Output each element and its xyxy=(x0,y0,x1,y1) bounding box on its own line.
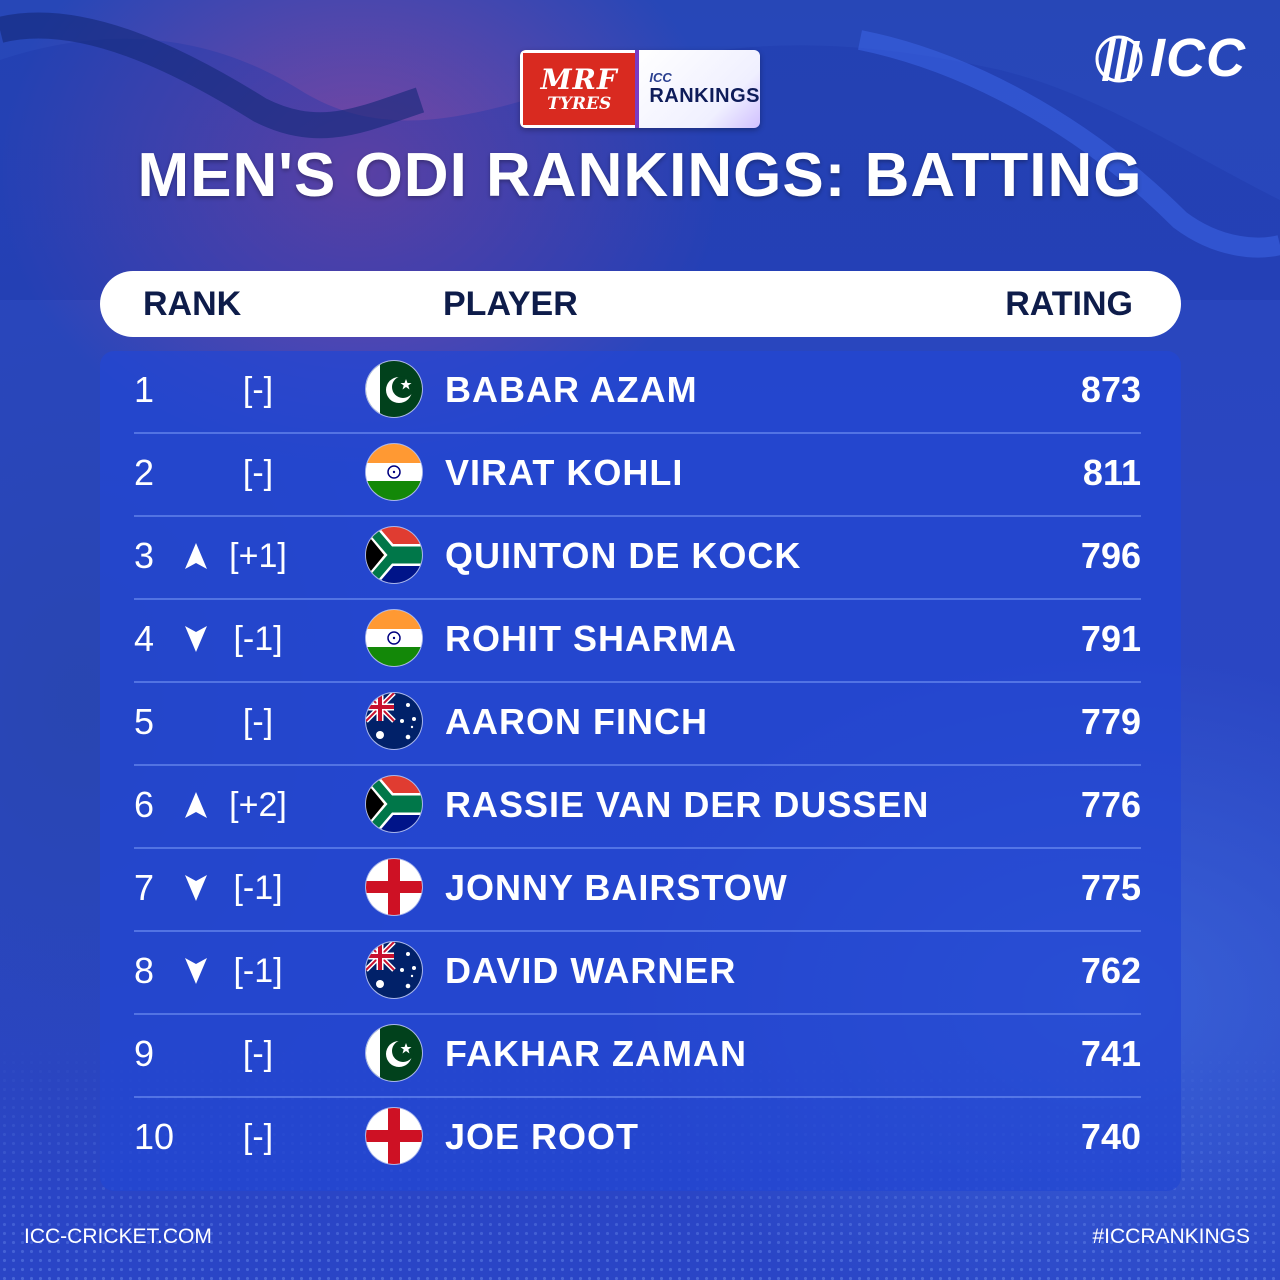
icc-logo-text: ICC xyxy=(1150,28,1246,88)
australia-flag-icon xyxy=(366,693,422,749)
rankings-table: 1 [-] BABAR AZAM 873 2 [-] VIRAT KOHLI 811 3 [+1]… xyxy=(100,351,1181,1191)
player-name: JONNY BAIRSTOW xyxy=(445,867,788,908)
header-player: PLAYER xyxy=(443,285,578,323)
rank-number: 9 xyxy=(134,1033,155,1074)
rank-number: 5 xyxy=(134,701,155,742)
rank-number: 3 xyxy=(134,535,155,576)
row-divider xyxy=(134,432,1141,434)
row-divider xyxy=(134,515,1141,517)
table-row: 3 [+1] QUINTON DE KOCK 796 xyxy=(100,517,1181,600)
player-name: BABAR AZAM xyxy=(445,369,698,410)
india-flag-icon xyxy=(366,610,422,666)
rank-number: 8 xyxy=(134,950,155,991)
row-divider xyxy=(134,598,1141,600)
website-label: ICC-CRICKET.COM xyxy=(24,1225,212,1248)
player-name: DAVID WARNER xyxy=(445,950,737,991)
rank-number: 4 xyxy=(134,618,155,659)
player-name: JOE ROOT xyxy=(445,1116,640,1157)
rank-movement: [-] xyxy=(242,371,274,409)
arrow-down-icon xyxy=(185,875,207,901)
row-divider xyxy=(134,847,1141,849)
table-row: 9 [-] FAKHAR ZAMAN 741 xyxy=(100,1015,1181,1098)
table-row: 10 [-] JOE ROOT 740 xyxy=(100,1098,1181,1181)
row-divider xyxy=(134,1096,1141,1098)
rank-number: 10 xyxy=(134,1116,175,1157)
rating-value: 762 xyxy=(1080,950,1141,991)
england-flag-icon xyxy=(366,859,422,915)
rating-value: 775 xyxy=(1080,867,1141,908)
icc-rankings-logo: ICC RANKINGS xyxy=(635,50,760,128)
rank-movement: [-] xyxy=(242,454,274,492)
pakistan-flag-icon xyxy=(366,1025,422,1081)
table-row: 1 [-] BABAR AZAM 873 xyxy=(100,351,1181,434)
player-name: FAKHAR ZAMAN xyxy=(445,1033,747,1074)
rating-value: 741 xyxy=(1080,1033,1141,1074)
rating-value: 740 xyxy=(1080,1116,1141,1157)
rank-movement: [-1] xyxy=(233,952,283,990)
australia-flag-icon xyxy=(366,942,422,998)
tyres-text: TYRES xyxy=(547,93,612,114)
player-name: AARON FINCH xyxy=(445,701,708,742)
rank-movement: [-1] xyxy=(233,620,283,658)
icc-rankings-line2: RANKINGS xyxy=(649,85,760,107)
rank-movement: [-] xyxy=(242,703,274,741)
rank-number: 1 xyxy=(134,369,155,410)
table-row: 5 [-] AARON FINCH 779 xyxy=(100,683,1181,766)
table-header: RANK PLAYER RATING xyxy=(100,271,1181,337)
mrf-text: MRF xyxy=(540,62,618,96)
india-flag-icon xyxy=(366,444,422,500)
south-africa-flag-icon xyxy=(366,776,422,832)
header-rank: RANK xyxy=(143,285,242,323)
player-name: QUINTON DE KOCK xyxy=(445,535,802,576)
page-title: MEN'S ODI RANKINGS: BATTING xyxy=(137,141,1143,210)
rank-movement: [+2] xyxy=(229,786,287,824)
rating-value: 779 xyxy=(1080,701,1141,742)
player-name: VIRAT KOHLI xyxy=(445,452,684,493)
header-rating: RATING xyxy=(1005,285,1133,323)
sponsor-badge: MRF TYRES ICC RANKINGS xyxy=(520,50,760,128)
player-name: RASSIE VAN DER DUSSEN xyxy=(445,784,930,825)
rating-value: 776 xyxy=(1080,784,1141,825)
player-name: ROHIT SHARMA xyxy=(445,618,737,659)
rating-value: 791 xyxy=(1080,618,1141,659)
rank-movement: [-] xyxy=(242,1035,274,1073)
row-divider xyxy=(134,1013,1141,1015)
icc-rankings-line1: ICC xyxy=(649,70,672,85)
table-row: 7 [-1] JONNY BAIRSTOW 775 xyxy=(100,849,1181,932)
row-divider xyxy=(134,764,1141,766)
background-wave xyxy=(0,12,1280,300)
hashtag-label: #ICCRANKINGS xyxy=(1092,1225,1250,1248)
rank-number: 6 xyxy=(134,784,155,825)
rank-number: 2 xyxy=(134,452,155,493)
rank-movement: [-1] xyxy=(233,869,283,907)
pakistan-flag-icon xyxy=(366,361,422,417)
rating-value: 873 xyxy=(1080,369,1141,410)
row-divider xyxy=(134,681,1141,683)
arrow-up-icon xyxy=(185,792,207,818)
arrow-down-icon xyxy=(185,958,207,984)
icc-logo-icon xyxy=(1095,35,1143,83)
rating-value: 811 xyxy=(1082,452,1141,493)
table-row: 8 [-1] DAVID WARNER 762 xyxy=(100,932,1181,1015)
rank-movement: [+1] xyxy=(229,537,287,575)
table-row: 2 [-] VIRAT KOHLI 811 xyxy=(100,434,1181,517)
table-row: 4 [-1] ROHIT SHARMA 791 xyxy=(100,600,1181,683)
rank-movement: [-] xyxy=(242,1118,274,1156)
south-africa-flag-icon xyxy=(366,527,422,583)
table-row: 6 [+2] RASSIE VAN DER DUSSEN 776 xyxy=(100,766,1181,849)
icc-logo: ICC xyxy=(1094,28,1246,88)
mrf-tyres-logo: MRF TYRES xyxy=(520,50,636,128)
arrow-down-icon xyxy=(185,626,207,652)
row-divider xyxy=(134,930,1141,932)
arrow-up-icon xyxy=(185,543,207,569)
rank-number: 7 xyxy=(134,867,155,908)
rating-value: 796 xyxy=(1080,535,1141,576)
england-flag-icon xyxy=(366,1108,422,1164)
